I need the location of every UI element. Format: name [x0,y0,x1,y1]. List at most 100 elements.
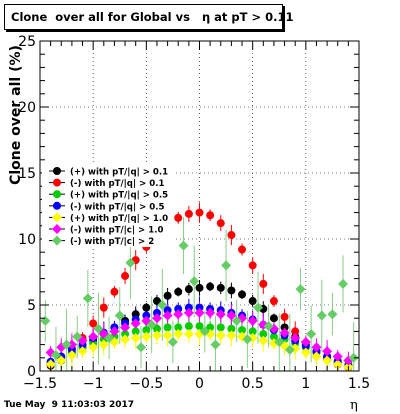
data-point [348,352,359,363]
x-tick-label: −0.5 [129,376,163,392]
data-point [121,271,130,280]
legend-label: (+) with pT/|q| > 0.1 [70,168,168,178]
data-point [316,310,327,321]
data-point [206,323,215,332]
data-point [174,323,183,332]
data-point [300,347,311,358]
data-point [142,303,151,312]
data-point [291,327,300,336]
data-point [284,344,295,355]
data-point [130,318,141,329]
legend-label: (-) with pT/|c| > 1.0 [70,226,163,236]
x-tick-label: 0.5 [242,376,264,392]
data-point [163,291,172,300]
y-tick-label: 5 [27,298,36,314]
legend-marker [52,212,62,223]
y-axis-label: Clone over all (%) [8,45,24,185]
data-point [141,331,152,342]
data-point [306,329,317,340]
x-axis-label: η [350,398,358,413]
legend-label: (+) with pT/|q| > 1.0 [70,214,168,224]
data-point [50,350,61,361]
legend-marker [52,224,62,234]
data-point [215,330,226,341]
data-point [280,312,289,321]
data-point [252,302,263,313]
data-point [152,324,161,333]
data-point [216,283,225,292]
data-point [226,310,237,321]
data-point [227,231,236,240]
data-point [290,333,301,343]
data-point [195,283,204,292]
data-point [269,314,278,323]
data-point [40,315,51,326]
data-point [163,323,172,332]
data-point [174,304,183,313]
x-tick-label: 1 [301,376,310,392]
data-point [242,334,253,345]
data-point [183,307,194,318]
data-point [174,287,183,296]
data-point [332,359,343,370]
data-point [88,342,99,353]
data-point [131,327,140,336]
data-point [184,209,193,218]
data-point [259,330,268,339]
data-point [195,322,204,331]
y-tick-label: 20 [18,100,36,116]
legend-marker [53,190,61,199]
data-point [338,278,349,289]
data-point [248,327,257,336]
data-point [311,351,322,362]
data-point [82,293,93,304]
chart-title: Clone over all for Global vs η at pT > 0… [4,4,294,30]
data-point [178,240,189,251]
data-point [184,285,193,294]
data-point [238,290,247,299]
data-point [173,309,184,320]
data-point [114,310,125,321]
data-point [227,324,236,333]
data-point [322,346,333,357]
data-point [295,284,306,295]
data-point [274,336,285,347]
data-point [151,313,162,324]
data-point [99,303,108,312]
data-point [174,213,183,222]
data-point [195,303,204,312]
data-point [184,322,193,331]
data-point [247,315,258,326]
data-point [300,336,311,347]
data-point [238,326,247,335]
data-point [130,333,141,343]
legend-label: (-) with pT/|q| > 0.5 [70,202,165,212]
data-point [226,330,237,341]
data-point [227,286,236,295]
data-point [77,346,88,357]
data-point [238,245,247,254]
data-point [221,260,232,271]
data-point [210,339,221,350]
legend-marker [53,167,61,175]
data-point [104,333,115,343]
data-point [206,211,215,220]
data-point [248,261,257,270]
data-point [269,297,278,306]
legend-marker [52,235,62,246]
data-point [120,322,131,333]
data-point [72,331,83,342]
data-point [183,329,194,340]
data-point [110,287,119,296]
data-point [215,309,226,320]
data-point [109,326,120,337]
data-point [199,326,210,337]
legend-marker [53,201,61,210]
data-point [56,355,67,366]
data-point [231,315,242,326]
data-point [258,335,269,346]
data-point [146,319,157,330]
y-tick-label: 15 [18,166,36,182]
data-point [322,355,333,366]
data-point [195,208,204,217]
